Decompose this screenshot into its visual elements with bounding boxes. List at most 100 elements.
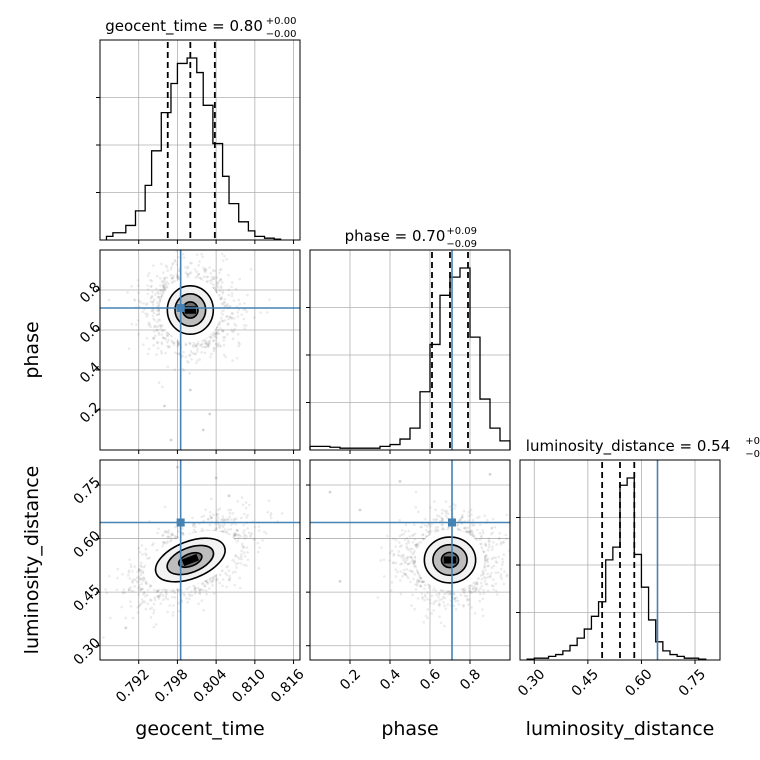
sample-point [242,308,245,311]
sample-point [242,323,246,327]
sample-point [256,550,260,554]
outlier-point [124,626,128,630]
sample-point [208,510,212,514]
histogram-phase [309,267,511,450]
sample-point [400,544,403,547]
sample-point [498,537,501,541]
sample-point [116,567,120,571]
sample-point [190,590,193,593]
sample-point [473,535,476,539]
outlier-point [176,465,179,469]
sample-point [141,553,144,556]
sample-point [156,305,159,308]
sample-point [139,573,143,576]
sample-point [230,328,233,332]
sample-point [234,324,238,327]
sample-point [195,270,198,274]
sample-point [142,565,145,569]
sample-point [421,580,424,584]
sample-point [232,317,236,320]
sample-point [409,547,412,551]
sample-point [440,518,444,521]
sample-point [213,269,216,272]
sample-point [497,571,500,574]
sample-point [487,564,490,567]
sample-point [176,275,179,278]
sample-point [139,564,142,567]
sample-point [194,586,197,590]
hist-panel-luminosity_distance: luminosity_distance = 0.54+0.04−0.05 [516,436,760,664]
sample-point [246,551,249,554]
sample-point [182,350,185,354]
sample-point [160,352,164,355]
sample-point [161,336,165,339]
sample-point [481,573,484,576]
sample-point [404,523,408,527]
sample-point [488,543,491,546]
sample-point [433,500,436,503]
sample-point [166,610,169,614]
sample-point [133,585,136,588]
sample-point [159,292,163,295]
sample-point [414,490,418,494]
sample-point [221,329,224,332]
sample-point [391,561,395,565]
sample-point [166,341,169,344]
sample-point [206,518,210,521]
sample-point [201,581,204,585]
sample-point [200,350,203,354]
sample-point [162,285,166,288]
sample-point [145,302,149,305]
sample-point [415,542,419,546]
sample-point [161,540,165,544]
sample-point [143,600,146,604]
sample-point [154,623,158,626]
sample-point [232,299,236,303]
sample-point [438,603,441,607]
sample-point [160,333,164,336]
sample-point [127,588,131,592]
sample-point [242,563,246,567]
sample-point [226,518,230,522]
sample-point [148,584,152,588]
sample-point [219,278,223,281]
sample-point [220,518,223,522]
sample-point [203,270,207,274]
sample-point [440,597,444,601]
sample-point [142,302,145,305]
sample-point [472,534,475,538]
sample-point [484,554,488,557]
sample-point [198,589,202,592]
sample-point [416,597,420,600]
density-core [181,553,199,567]
sample-point [164,594,168,598]
sample-point [424,535,428,538]
sample-point [462,603,465,607]
sample-point [152,336,155,340]
sample-point [149,278,152,282]
sample-point [409,550,413,554]
sample-point [454,607,458,611]
sample-point [191,524,195,528]
sample-point [155,274,159,278]
sample-point [143,591,146,594]
sample-point [133,565,137,568]
sample-point [210,516,213,519]
sample-point [487,539,491,543]
sample-point [379,559,383,562]
sample-point [152,611,156,615]
sample-point [158,318,162,322]
sample-point [231,330,234,334]
sample-point [478,538,482,541]
sample-point [242,523,245,527]
sample-point [492,588,496,591]
sample-point [397,541,401,544]
sample-point [490,527,493,530]
sample-point [181,532,185,535]
sample-point [505,537,508,541]
sample-point [216,508,220,512]
sample-point [147,347,151,351]
sample-point [223,298,226,301]
sample-point [164,283,168,287]
sample-point [429,530,433,533]
